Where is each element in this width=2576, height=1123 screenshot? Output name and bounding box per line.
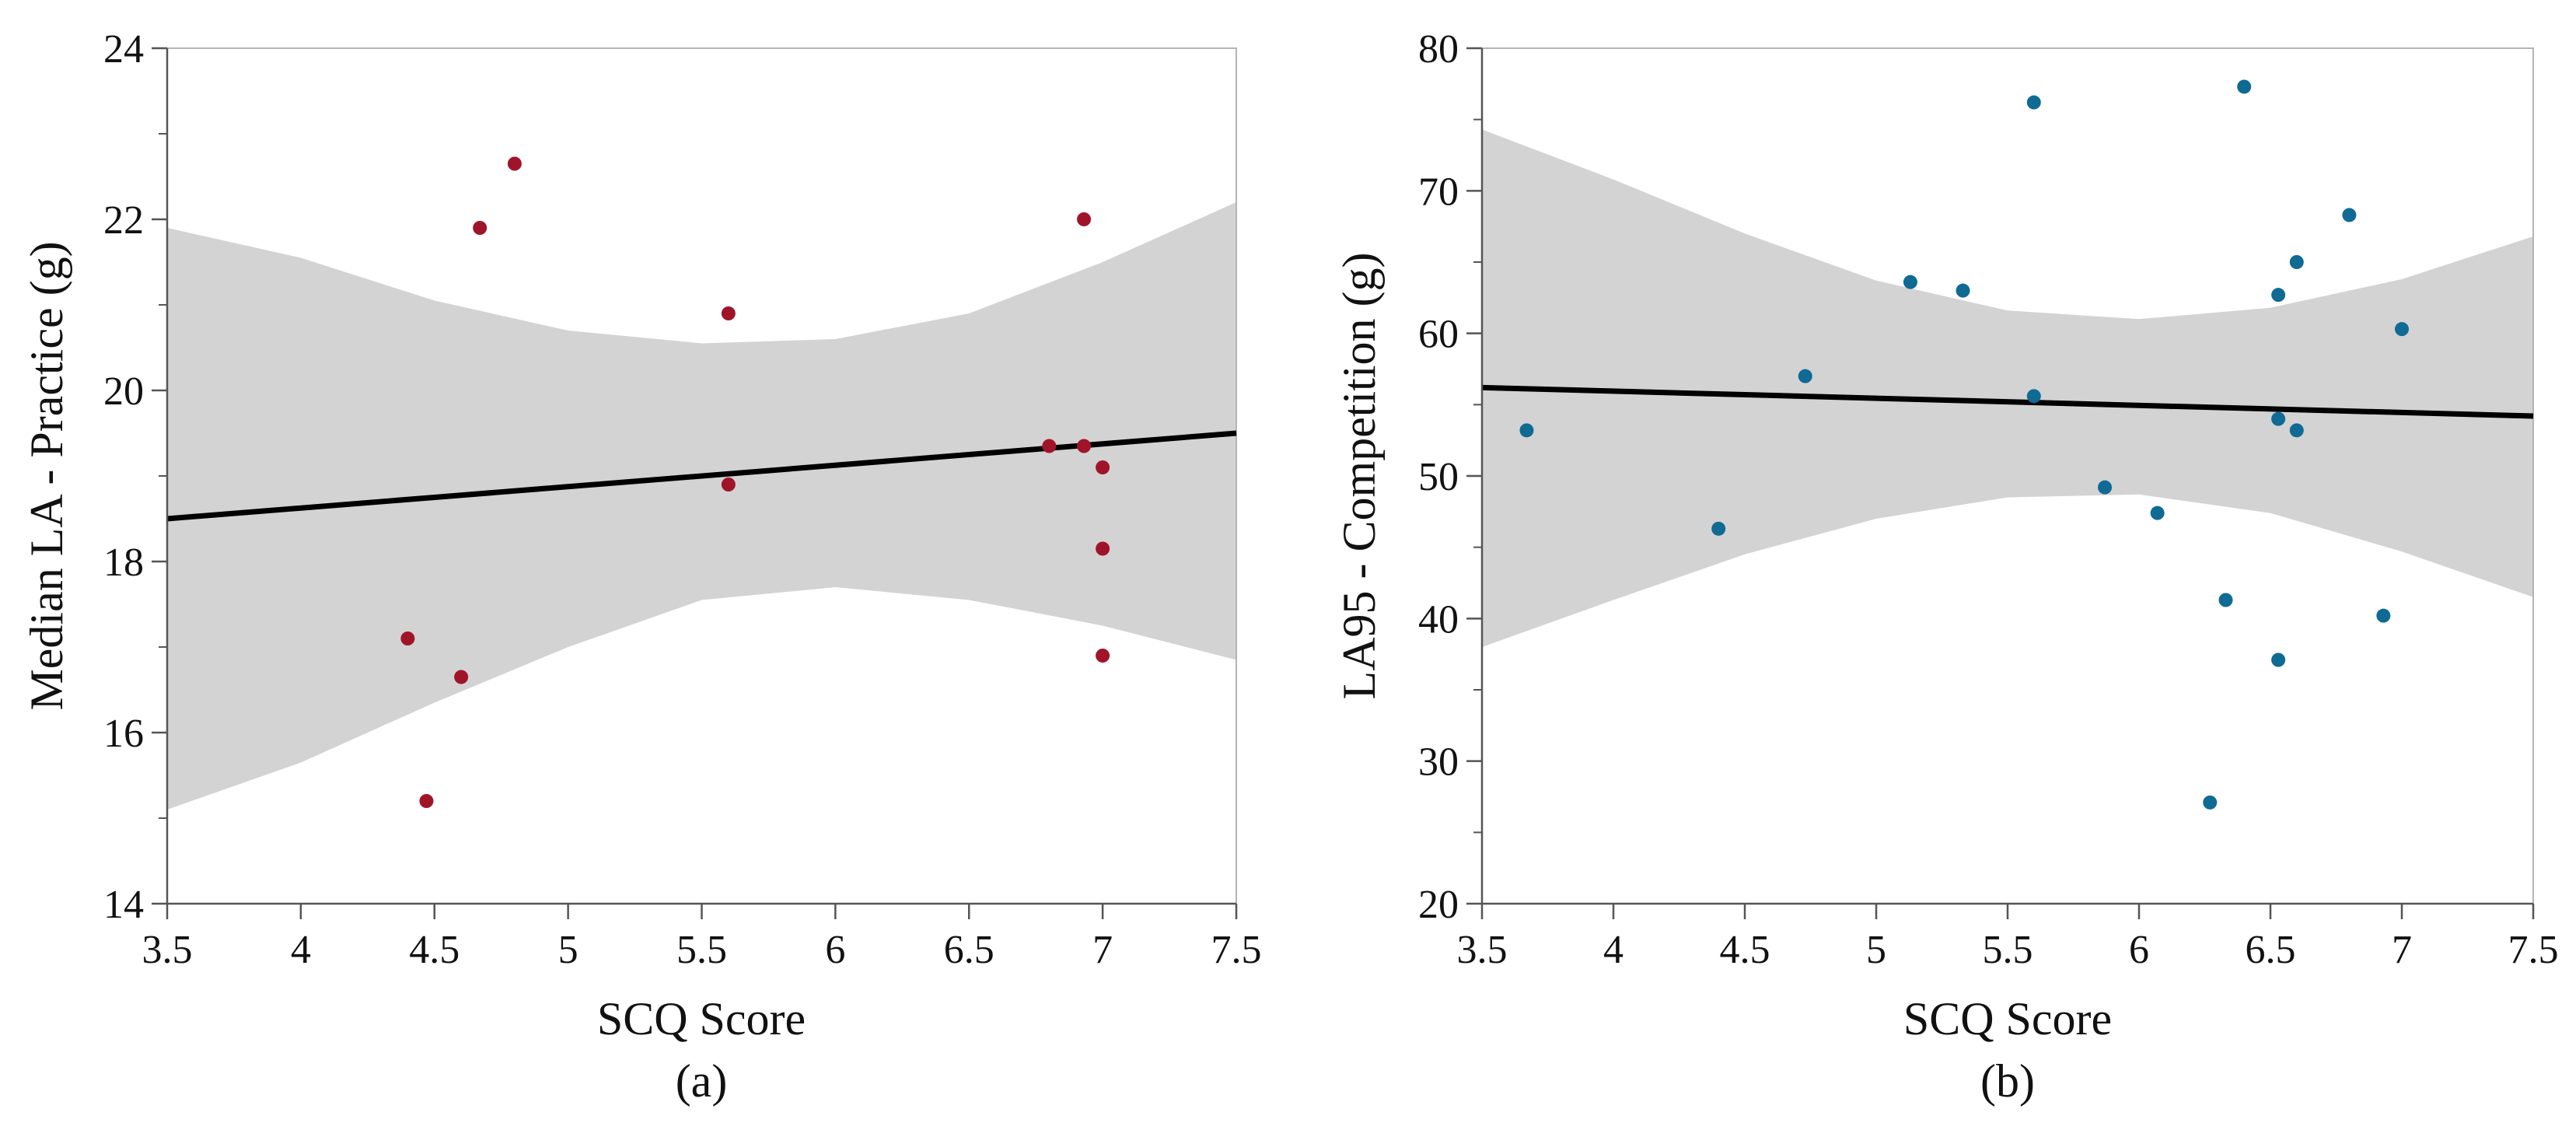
x-tick-label: 7 <box>2392 928 2412 972</box>
data-point <box>2026 95 2041 110</box>
y-tick-label: 70 <box>1418 170 1459 214</box>
data-point <box>1077 439 1092 453</box>
data-point <box>507 156 522 171</box>
confidence-band <box>167 202 1236 810</box>
data-point <box>2237 79 2252 94</box>
y-tick-label: 60 <box>1418 313 1459 357</box>
data-point <box>1903 275 1917 289</box>
y-tick-label: 22 <box>103 198 144 243</box>
y-axis-title: LA95 - Competition (g) <box>1333 253 1385 700</box>
x-tick-label: 7.5 <box>1211 928 1262 972</box>
confidence-band <box>1482 129 2533 647</box>
data-point <box>2342 208 2357 222</box>
data-point <box>2395 322 2409 337</box>
data-point <box>1798 369 1812 383</box>
x-tick-label: 3.5 <box>142 928 193 972</box>
data-point <box>2271 288 2286 303</box>
x-tick-label: 4 <box>291 928 311 972</box>
y-tick-label: 50 <box>1418 455 1459 499</box>
panel-label-b: (b) <box>1980 1055 2035 1107</box>
chart-panel-b: 3.5 4 4.5 5 5.5 6 6.5 7 7.5 20 30 40 50 60 70 80 SCQ Sc… <box>1333 27 2559 1107</box>
y-tick-label: 20 <box>103 369 144 414</box>
data-point <box>2376 608 2391 623</box>
y-tick-label: 24 <box>103 27 144 72</box>
data-point <box>2289 255 2304 269</box>
regression-line <box>166 430 1237 522</box>
data-point <box>454 670 469 684</box>
data-point <box>1096 541 1110 556</box>
data-point <box>1077 212 1092 226</box>
y-tick-label: 80 <box>1418 27 1459 72</box>
x-tick-label: 4.5 <box>1720 928 1770 972</box>
x-tick-label: 5 <box>1866 928 1886 972</box>
x-tick-label: 7 <box>1092 928 1113 972</box>
y-tick-label: 40 <box>1418 597 1459 642</box>
data-point <box>721 478 736 492</box>
data-point <box>1096 649 1110 663</box>
x-axis-title: SCQ Score <box>597 993 806 1044</box>
data-point <box>2098 480 2113 495</box>
x-tick-label: 6 <box>825 928 845 972</box>
x-tick-label: 4 <box>1603 928 1624 972</box>
panel-label-a: (a) <box>676 1055 728 1107</box>
data-point <box>1096 460 1110 474</box>
data-point <box>1519 423 1534 438</box>
x-tick-label: 7.5 <box>2508 928 2559 972</box>
data-point <box>2203 795 2218 810</box>
regression-line <box>1481 384 2534 419</box>
x-tick-label: 3.5 <box>1457 928 1508 972</box>
y-axis-title: Median LA - Practice (g) <box>21 241 72 710</box>
y-tick-label: 14 <box>103 883 144 927</box>
x-tick-label: 5.5 <box>676 928 727 972</box>
data-point <box>1042 439 1057 453</box>
data-point <box>2271 411 2286 426</box>
x-tick-label: 6.5 <box>2246 928 2296 972</box>
x-tick-label: 4.5 <box>409 928 460 972</box>
data-point <box>2289 423 2304 438</box>
y-tick-label: 30 <box>1418 740 1459 785</box>
chart-panel-a: 3.5 4 4.5 5 5.5 6 6.5 7 7.5 14 16 18 20 22 24 SCQ Scor… <box>21 27 1262 1107</box>
x-tick-label: 6 <box>2129 928 2149 972</box>
y-tick-label: 20 <box>1418 883 1459 927</box>
data-point <box>721 306 736 320</box>
y-tick-label: 16 <box>103 712 144 756</box>
x-axis-title: SCQ Score <box>1903 993 2112 1044</box>
data-point <box>1711 521 1726 536</box>
data-point <box>2026 389 2041 404</box>
x-tick-label: 6.5 <box>944 928 994 972</box>
y-tick-label: 18 <box>103 541 144 585</box>
x-tick-label: 5.5 <box>1983 928 2033 972</box>
data-point <box>2271 652 2286 667</box>
data-point <box>400 631 415 645</box>
data-point <box>2218 593 2233 607</box>
x-tick-label: 5 <box>558 928 578 972</box>
data-point <box>2150 506 2165 520</box>
data-point <box>473 221 488 235</box>
data-point <box>1956 283 1970 298</box>
data-point <box>419 794 434 808</box>
